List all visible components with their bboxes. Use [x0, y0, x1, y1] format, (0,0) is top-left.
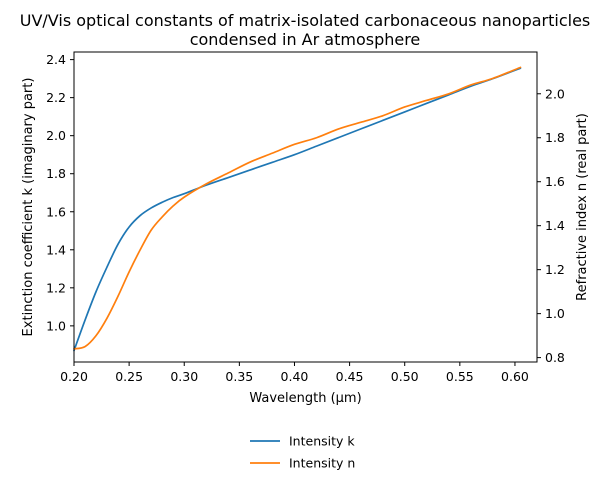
x-axis-ticks: 0.20 0.25 0.30 0.35 0.40 0.45 0.50 0.55 0.60: [60, 362, 529, 384]
x-tick-label: 0.40: [281, 369, 309, 384]
y-tick-label: 2.4: [46, 52, 66, 67]
x-tick-label: 0.30: [170, 369, 198, 384]
series-group: [73, 66, 522, 352]
legend: Intensity k Intensity n: [250, 434, 355, 471]
x-tick-label: 0.25: [115, 369, 143, 384]
y-axis-ticks: 1.0 1.2 1.4 1.6 1.8 2.0 2.2 2.4: [46, 52, 74, 333]
chart-title-line-2: condensed in Ar atmosphere: [190, 30, 421, 49]
x-tick-label: 0.55: [446, 369, 474, 384]
y2-tick-label: 1.6: [545, 174, 565, 189]
y-tick-label: 1.8: [46, 166, 66, 181]
y-tick-label: 1.0: [46, 318, 66, 333]
y2-tick-label: 1.8: [545, 130, 565, 145]
y-tick-label: 2.0: [46, 128, 66, 143]
series-line-n: [73, 66, 522, 350]
y-tick-label: 1.2: [46, 280, 66, 295]
y2-tick-label: 0.8: [545, 350, 565, 365]
x-tick-label: 0.35: [225, 369, 253, 384]
series-line-k: [73, 67, 522, 352]
plot-frame: [73, 51, 538, 363]
y2-axis-ticks: 0.8 1.0 1.2 1.4 1.6 1.8 2.0: [537, 86, 565, 365]
y2-tick-label: 1.4: [545, 218, 565, 233]
y-tick-label: 2.2: [46, 90, 66, 105]
chart-title-line-1: UV/Vis optical constants of matrix-isola…: [20, 11, 591, 30]
x-tick-label: 0.50: [391, 369, 419, 384]
x-tick-label: 0.45: [336, 369, 364, 384]
x-tick-label: 0.20: [60, 369, 88, 384]
y-tick-label: 1.4: [46, 242, 66, 257]
x-tick-label: 0.60: [501, 369, 529, 384]
y2-axis-label: Refractive index n (real part): [575, 113, 590, 301]
y2-tick-label: 1.0: [545, 306, 565, 321]
x-axis-label: Wavelength (μm): [249, 391, 361, 406]
legend-label: Intensity k: [289, 434, 355, 449]
y-tick-label: 1.6: [46, 204, 66, 219]
legend-label: Intensity n: [289, 456, 355, 471]
y2-tick-label: 1.2: [545, 262, 565, 277]
y2-tick-label: 2.0: [545, 86, 565, 101]
y-axis-label: Extinction coefficient k (imaginary part…: [21, 78, 36, 337]
